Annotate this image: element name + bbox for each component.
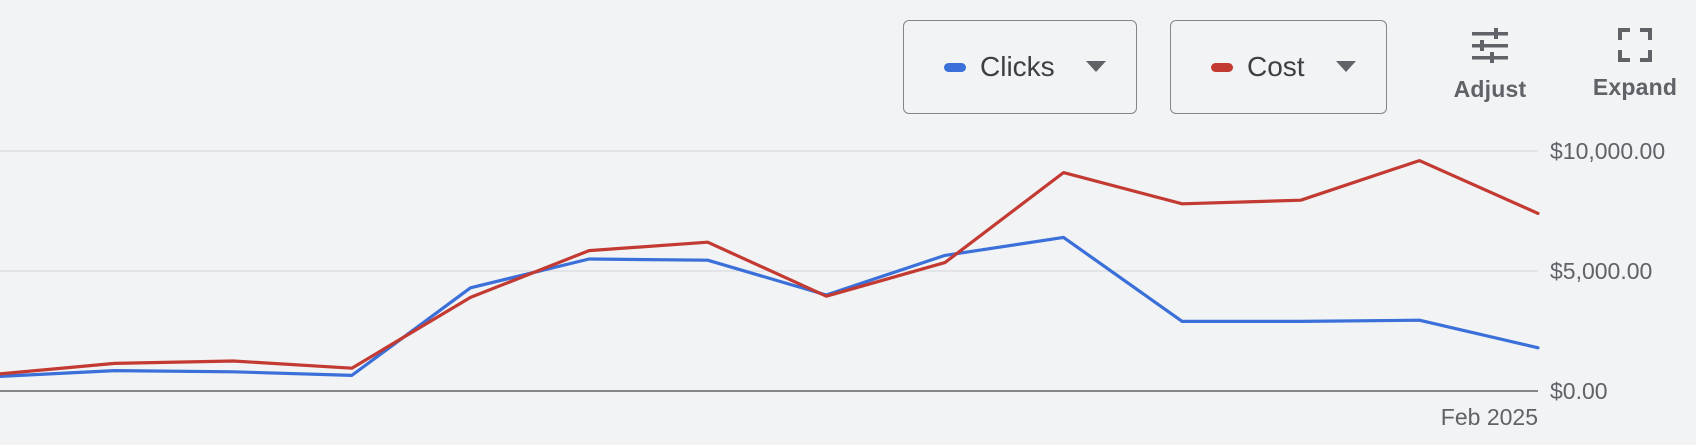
x-axis-labels: Feb 2025 (1441, 404, 1538, 430)
chevron-down-icon (1336, 61, 1356, 72)
sliders-icon (1472, 28, 1508, 63)
y-tick-label: $10,000.00 (1550, 138, 1665, 164)
y-tick-label: $0.00 (1550, 378, 1608, 404)
cost-legend-swatch (1211, 62, 1233, 72)
series-line-clicks (0, 235, 1540, 378)
y-tick-label: $5,000.00 (1550, 258, 1652, 284)
x-tick-label: Feb 2025 (1441, 404, 1538, 430)
metric-select-clicks[interactable]: Clicks (903, 20, 1137, 114)
clicks-legend-swatch (944, 62, 966, 72)
metric-label-clicks: Clicks (980, 51, 1055, 82)
series-line-cost (0, 159, 1540, 376)
metric-label-cost: Cost (1247, 51, 1305, 82)
fullscreen-icon (1618, 28, 1652, 62)
series-layer (0, 159, 1540, 378)
expand-button[interactable]: Expand (1585, 28, 1685, 101)
chevron-down-icon (1086, 61, 1106, 72)
metric-select-cost[interactable]: Cost (1170, 20, 1387, 114)
expand-label: Expand (1592, 74, 1678, 100)
y-axis-labels: $0.00 $5,000.00 $10,000.00 (1550, 138, 1665, 404)
adjust-button[interactable]: Adjust (1445, 28, 1535, 103)
adjust-label: Adjust (1453, 76, 1527, 102)
